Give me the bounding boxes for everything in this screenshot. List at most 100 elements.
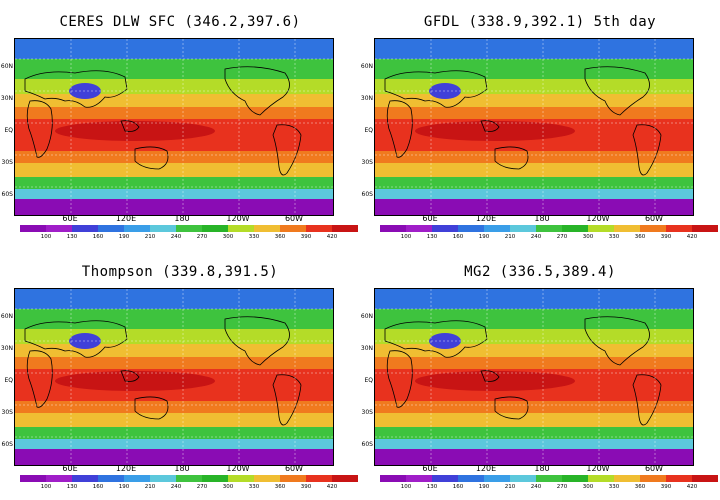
colorbar-label: 420 <box>326 484 338 490</box>
latitude-band <box>375 163 693 177</box>
longitude-label: 60E <box>62 464 78 473</box>
continent-outline <box>24 70 128 108</box>
colorbar-swatch <box>380 475 406 482</box>
colorbar-label: 330 <box>248 234 260 240</box>
latitude-band <box>375 427 693 439</box>
latitude-label: 30S <box>1 159 13 166</box>
latitude-label: 60N <box>0 63 13 70</box>
colorbar-label: 390 <box>660 234 672 240</box>
map-area <box>374 38 694 216</box>
longitude-label: 120W <box>586 464 610 473</box>
latitude-label: 30N <box>0 345 13 352</box>
antarctica-region <box>15 455 333 465</box>
colorbar <box>380 225 718 232</box>
colorbar-swatch <box>432 225 458 232</box>
longitude-label: 60W <box>284 214 304 223</box>
latitude-band <box>375 309 693 329</box>
colorbar-swatch <box>640 225 666 232</box>
colorbar <box>20 225 358 232</box>
colorbar-swatch <box>280 225 306 232</box>
latitude-band <box>15 289 333 309</box>
longitude-label: 120E <box>475 214 497 223</box>
longitude-label: 180 <box>534 464 550 473</box>
latitude-band <box>15 401 333 413</box>
colorbar-swatch <box>666 475 692 482</box>
colorbar-swatch <box>614 225 640 232</box>
colorbar-swatch <box>306 475 332 482</box>
warm-pool-core <box>415 121 575 141</box>
continent-outline <box>224 316 290 366</box>
colorbar-label: 130 <box>426 484 438 490</box>
colorbar-label: 330 <box>608 234 620 240</box>
colorbar <box>380 475 718 482</box>
latitude-band <box>375 39 693 59</box>
colorbar-label: 330 <box>248 484 260 490</box>
latitude-band <box>15 59 333 79</box>
colorbar-label: 190 <box>118 234 130 240</box>
colorbar-label: 160 <box>452 484 464 490</box>
continent-outline <box>384 320 488 358</box>
latitude-band <box>15 163 333 177</box>
map-panel: CERES DLW SFC (346.2,397.6) 60N 30N EQ 30S 60… <box>0 0 360 250</box>
colorbar-label: 270 <box>556 484 568 490</box>
colorbar-swatch <box>176 225 202 232</box>
latitude-label: 30N <box>0 95 13 102</box>
continent-outline <box>120 120 140 132</box>
map-svg <box>375 289 693 465</box>
latitude-band <box>375 439 693 449</box>
colorbar-label: 360 <box>274 484 286 490</box>
colorbar-label: 210 <box>504 484 516 490</box>
colorbar-label: 210 <box>504 234 516 240</box>
continent-outline <box>134 146 169 170</box>
latitude-band <box>15 177 333 189</box>
latitude-band <box>375 79 693 94</box>
map-svg <box>375 39 693 215</box>
continent-outline <box>584 66 650 116</box>
colorbar-label: 160 <box>92 484 104 490</box>
continent-outline <box>632 124 662 176</box>
colorbar-swatch <box>406 475 432 482</box>
latitude-label: 30S <box>361 159 373 166</box>
colorbar-label: 330 <box>608 484 620 490</box>
latitude-label: 60S <box>1 441 13 448</box>
colorbar-swatch <box>46 475 72 482</box>
colorbar-label: 420 <box>326 234 338 240</box>
colorbar-swatch <box>72 475 98 482</box>
continent-outline <box>632 374 662 426</box>
latitude-band <box>375 151 693 163</box>
longitude-label: 120W <box>226 214 250 223</box>
colorbar-label: 300 <box>222 484 234 490</box>
latitude-band <box>375 177 693 189</box>
panel-title: CERES DLW SFC (346.2,397.6) <box>59 14 301 30</box>
latitude-label: 30S <box>1 409 13 416</box>
colorbar-label: 130 <box>426 234 438 240</box>
map-area <box>374 288 694 466</box>
colorbar-swatch <box>332 225 358 232</box>
continent-outline <box>386 100 413 158</box>
continent-outline <box>24 320 128 358</box>
colorbar-swatch <box>432 475 458 482</box>
colorbar-swatch <box>406 225 432 232</box>
colorbar-swatch <box>228 225 254 232</box>
colorbar-label: 270 <box>196 234 208 240</box>
colorbar-swatch <box>228 475 254 482</box>
map-svg <box>15 39 333 215</box>
colorbar-swatch <box>124 475 150 482</box>
longitude-label: 180 <box>174 464 190 473</box>
longitude-label: 120W <box>226 464 250 473</box>
colorbar-label: 240 <box>530 234 542 240</box>
longitude-label: 180 <box>534 214 550 223</box>
colorbar-swatch <box>202 475 228 482</box>
continent-outline <box>480 120 500 132</box>
longitude-label: 60W <box>284 464 304 473</box>
map-panel: MG2 (336.5,389.4) 60N 30N EQ 30S 60S 60E 120E 18… <box>360 250 720 500</box>
latitude-label: 30N <box>360 345 373 352</box>
colorbar-swatch <box>588 225 614 232</box>
colorbar-label: 420 <box>686 484 698 490</box>
colorbar-label: 420 <box>686 234 698 240</box>
colorbar-swatch <box>254 225 280 232</box>
colorbar-swatch <box>20 225 46 232</box>
latitude-label: EQ <box>4 127 13 134</box>
colorbar-swatch <box>614 475 640 482</box>
latitude-band <box>15 79 333 94</box>
